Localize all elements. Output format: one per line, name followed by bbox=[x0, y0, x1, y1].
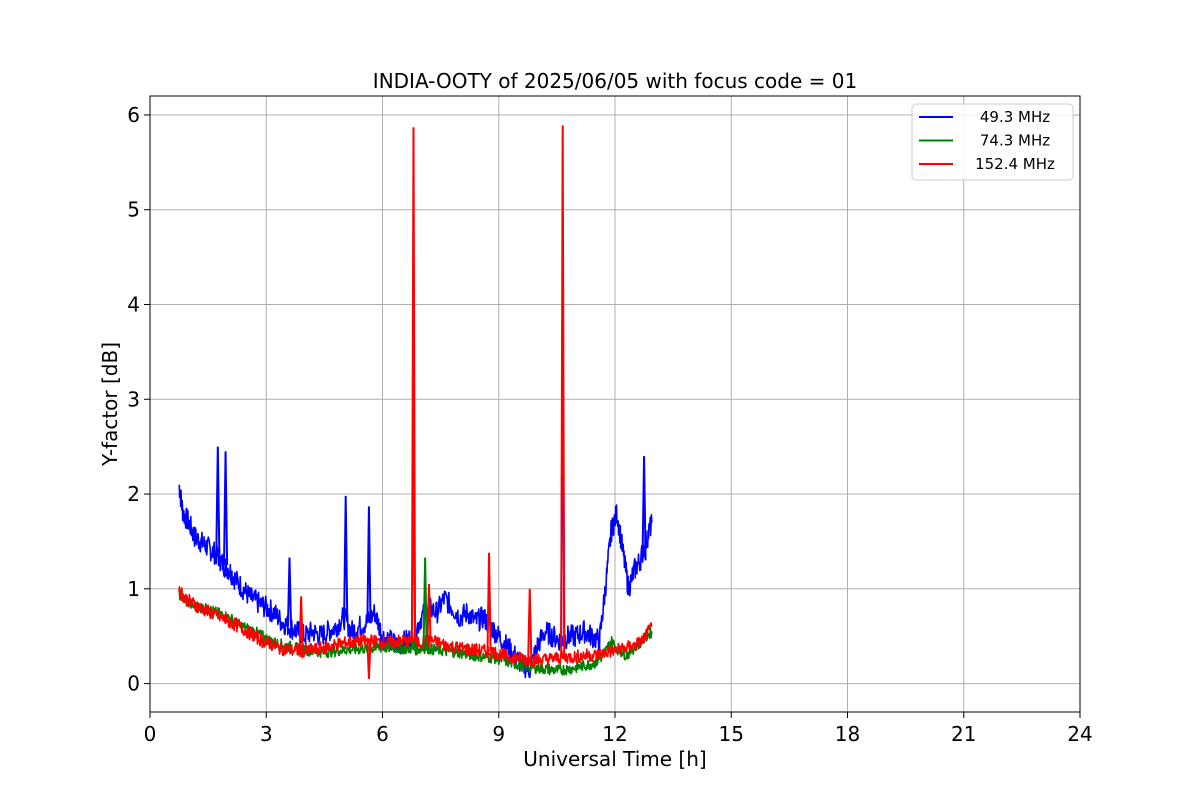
legend-label: 152.4 MHz bbox=[975, 155, 1055, 173]
y-tick-label: 4 bbox=[127, 292, 140, 316]
x-tick-label: 0 bbox=[144, 722, 157, 746]
x-axis-label: Universal Time [h] bbox=[523, 747, 706, 771]
spike-mark bbox=[426, 584, 432, 642]
x-tick-label: 15 bbox=[719, 722, 744, 746]
y-tick-label: 6 bbox=[127, 103, 140, 127]
chart-title: INDIA-OOTY of 2025/06/05 with focus code… bbox=[373, 69, 857, 93]
spike-mark bbox=[560, 125, 566, 658]
y-axis-label: Y-factor [dB] bbox=[98, 342, 122, 467]
legend-label: 49.3 MHz bbox=[980, 108, 1050, 126]
x-tick-label: 6 bbox=[376, 722, 389, 746]
spike-mark bbox=[298, 596, 304, 652]
x-axis-ticks: 0 3 6 9 12 15 18 21 24 bbox=[144, 712, 1093, 746]
legend: 49.3 MHz 74.3 MHz 152.4 MHz bbox=[911, 103, 1074, 181]
spike-mark bbox=[410, 127, 417, 642]
y-tick-label: 2 bbox=[127, 482, 140, 506]
legend-box bbox=[911, 103, 1074, 181]
x-tick-label: 24 bbox=[1067, 722, 1092, 746]
spike-mark bbox=[422, 557, 428, 648]
spike-mark bbox=[527, 588, 533, 659]
series-layer bbox=[178, 125, 653, 679]
spike-mark bbox=[366, 506, 372, 622]
y-tick-label: 0 bbox=[127, 672, 140, 696]
x-tick-label: 3 bbox=[260, 722, 273, 746]
y-tick-label: 1 bbox=[127, 577, 140, 601]
x-tick-label: 18 bbox=[835, 722, 860, 746]
legend-label: 74.3 MHz bbox=[980, 132, 1050, 150]
series-line bbox=[178, 586, 653, 668]
spike-mark bbox=[215, 446, 221, 556]
spike-mark bbox=[343, 495, 349, 618]
spike-mark bbox=[286, 557, 293, 627]
y-tick-label: 5 bbox=[127, 198, 140, 222]
spike-mark bbox=[641, 456, 647, 561]
y-axis-ticks: 0 1 2 3 4 5 6 bbox=[127, 103, 150, 696]
y-tick-label: 3 bbox=[127, 387, 140, 411]
x-tick-label: 9 bbox=[492, 722, 505, 746]
spike-mark bbox=[366, 640, 372, 679]
x-tick-label: 12 bbox=[602, 722, 627, 746]
x-tick-label: 21 bbox=[951, 722, 976, 746]
spike-mark bbox=[486, 552, 492, 652]
spike-mark bbox=[223, 451, 229, 566]
